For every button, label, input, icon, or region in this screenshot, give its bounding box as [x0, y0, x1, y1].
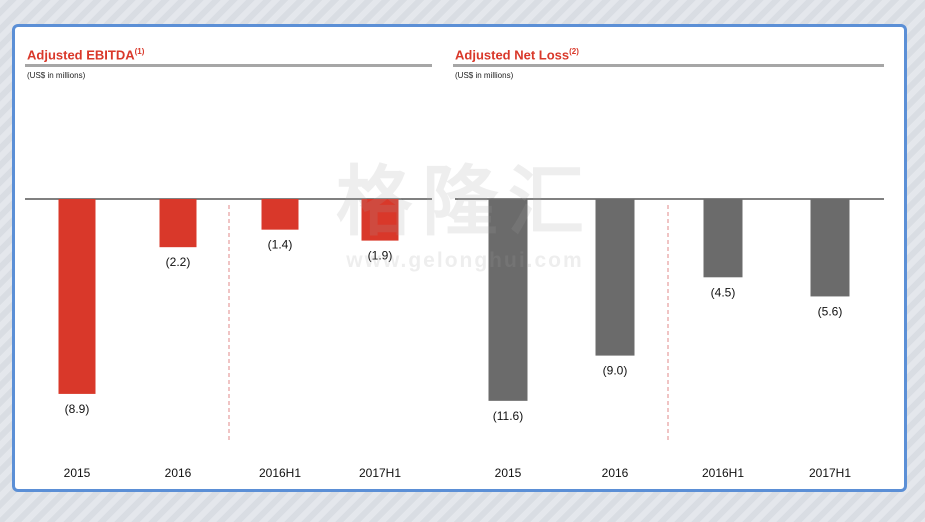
net-loss-category-label-2015: 2015: [495, 466, 522, 480]
ebitda-chart-title: Adjusted EBITDA(1): [27, 47, 145, 63]
ebitda-bar-2016h1: [261, 199, 299, 230]
net-loss-bar-2017h1: [810, 199, 850, 297]
net-loss-value-label-2017h1: (5.6): [818, 304, 843, 318]
ebitda-value-label-2016: (2.2): [166, 255, 191, 269]
net-loss-value-label-2015: (11.6): [493, 409, 523, 423]
ebitda-category-label-2016: 2016: [165, 466, 192, 480]
net-loss-bar-2015: [488, 199, 528, 401]
net-loss-category-label-2016h1: 2016H1: [702, 466, 744, 480]
ebitda-category-label-2015: 2015: [64, 466, 91, 480]
ebitda-category-label-2017h1: 2017H1: [359, 466, 401, 480]
net-loss-value-label-2016: (9.0): [603, 364, 628, 378]
ebitda-value-label-2015: (8.9): [65, 402, 90, 416]
ebitda-bar-2015: [58, 199, 96, 394]
net-loss-bar-2016h1: [703, 199, 743, 278]
net-loss-category-label-2016: 2016: [602, 466, 629, 480]
net-loss-category-label-2017h1: 2017H1: [809, 466, 851, 480]
ebitda-unit-label: (US$ in millions): [27, 71, 86, 80]
ebitda-category-label-2016h1: 2016H1: [259, 466, 301, 480]
net-loss-unit-label: (US$ in millions): [455, 71, 514, 80]
net-loss-value-label-2016h1: (4.5): [711, 285, 736, 299]
ebitda-value-label-2016h1: (1.4): [268, 238, 293, 252]
ebitda-title-rule: [25, 64, 432, 67]
chart-frame: [12, 24, 907, 492]
net-loss-title-rule: [453, 64, 884, 67]
ebitda-value-label-2017h1: (1.9): [368, 249, 393, 263]
ebitda-bar-2017h1: [361, 199, 399, 241]
net-loss-chart-title: Adjusted Net Loss(2): [455, 47, 579, 63]
net-loss-bar-2016: [595, 199, 635, 356]
ebitda-bar-2016: [159, 199, 197, 248]
